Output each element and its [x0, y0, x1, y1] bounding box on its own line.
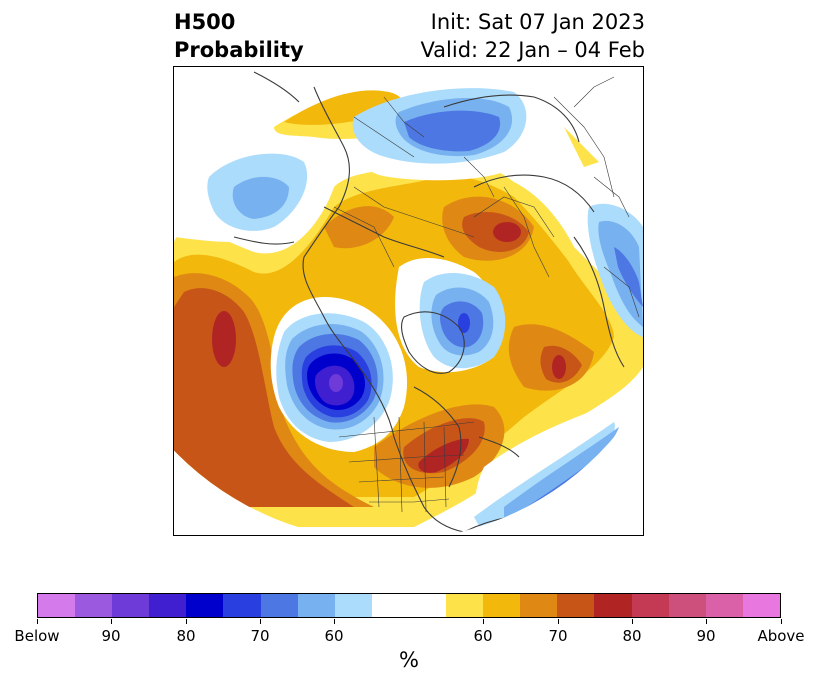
colorbar-swatch — [742, 594, 780, 617]
colorbar-swatch — [705, 594, 743, 617]
variable-title: H500 — [174, 10, 236, 34]
colorbar-swatch — [594, 594, 632, 617]
valid-range: Valid: 22 Jan – 04 Feb — [420, 38, 645, 62]
colorbar-swatch — [371, 594, 409, 617]
title-right: Init: Sat 07 Jan 2023 Valid: 22 Jan – 04… — [420, 8, 645, 64]
colorbar-tick — [111, 619, 112, 624]
colorbar-tick-label: 80 — [176, 627, 196, 645]
colorbar-swatch — [223, 594, 261, 617]
colorbar-tick — [186, 619, 187, 624]
colorbar-swatch — [408, 594, 447, 617]
colorbar-swatch — [186, 594, 224, 617]
colorbar-tick — [260, 619, 261, 624]
colorbar — [37, 593, 781, 618]
colorbar-tick-label: 90 — [101, 627, 121, 645]
colorbar-swatch — [260, 594, 298, 617]
product-title: Probability — [174, 38, 304, 62]
colorbar-tick-label: Below — [14, 627, 60, 645]
probability-map — [174, 71, 643, 535]
colorbar-swatch — [520, 594, 558, 617]
colorbar-tick-label: Above — [757, 627, 805, 645]
colorbar-tick — [706, 619, 707, 624]
colorbar-swatch — [446, 594, 484, 617]
colorbar-tick — [334, 619, 335, 624]
colorbar-tick-label: 90 — [696, 627, 716, 645]
colorbar-tick-label: 80 — [622, 627, 642, 645]
colorbar-swatch — [483, 594, 521, 617]
colorbar-tick-label: 70 — [250, 627, 270, 645]
colorbar-tick-label: 60 — [473, 627, 493, 645]
colorbar-swatch — [75, 594, 113, 617]
colorbar-unit: % — [399, 648, 419, 672]
colorbar-swatch — [334, 594, 372, 617]
colorbar-tick — [483, 619, 484, 624]
colorbar-tick — [37, 619, 38, 624]
borders — [333, 76, 640, 513]
colorbar-swatch — [557, 594, 595, 617]
map-panel — [173, 66, 644, 536]
below-deep-blue-field — [301, 313, 470, 418]
colorbar-swatch — [38, 594, 76, 617]
colorbar-tick — [632, 619, 633, 624]
init-date: Init: Sat 07 Jan 2023 — [430, 10, 645, 34]
colorbar-swatch — [297, 594, 335, 617]
colorbar-tick-label: 60 — [324, 627, 344, 645]
colorbar-swatch — [149, 594, 187, 617]
title-left: H500 Probability — [174, 8, 304, 64]
colorbar-swatch — [631, 594, 669, 617]
colorbar-tick — [558, 619, 559, 624]
colorbar-swatch — [112, 594, 150, 617]
coastlines — [233, 71, 625, 533]
colorbar-swatch — [668, 594, 706, 617]
colorbar-tick — [781, 619, 782, 624]
colorbar-tick-label: 70 — [548, 627, 568, 645]
